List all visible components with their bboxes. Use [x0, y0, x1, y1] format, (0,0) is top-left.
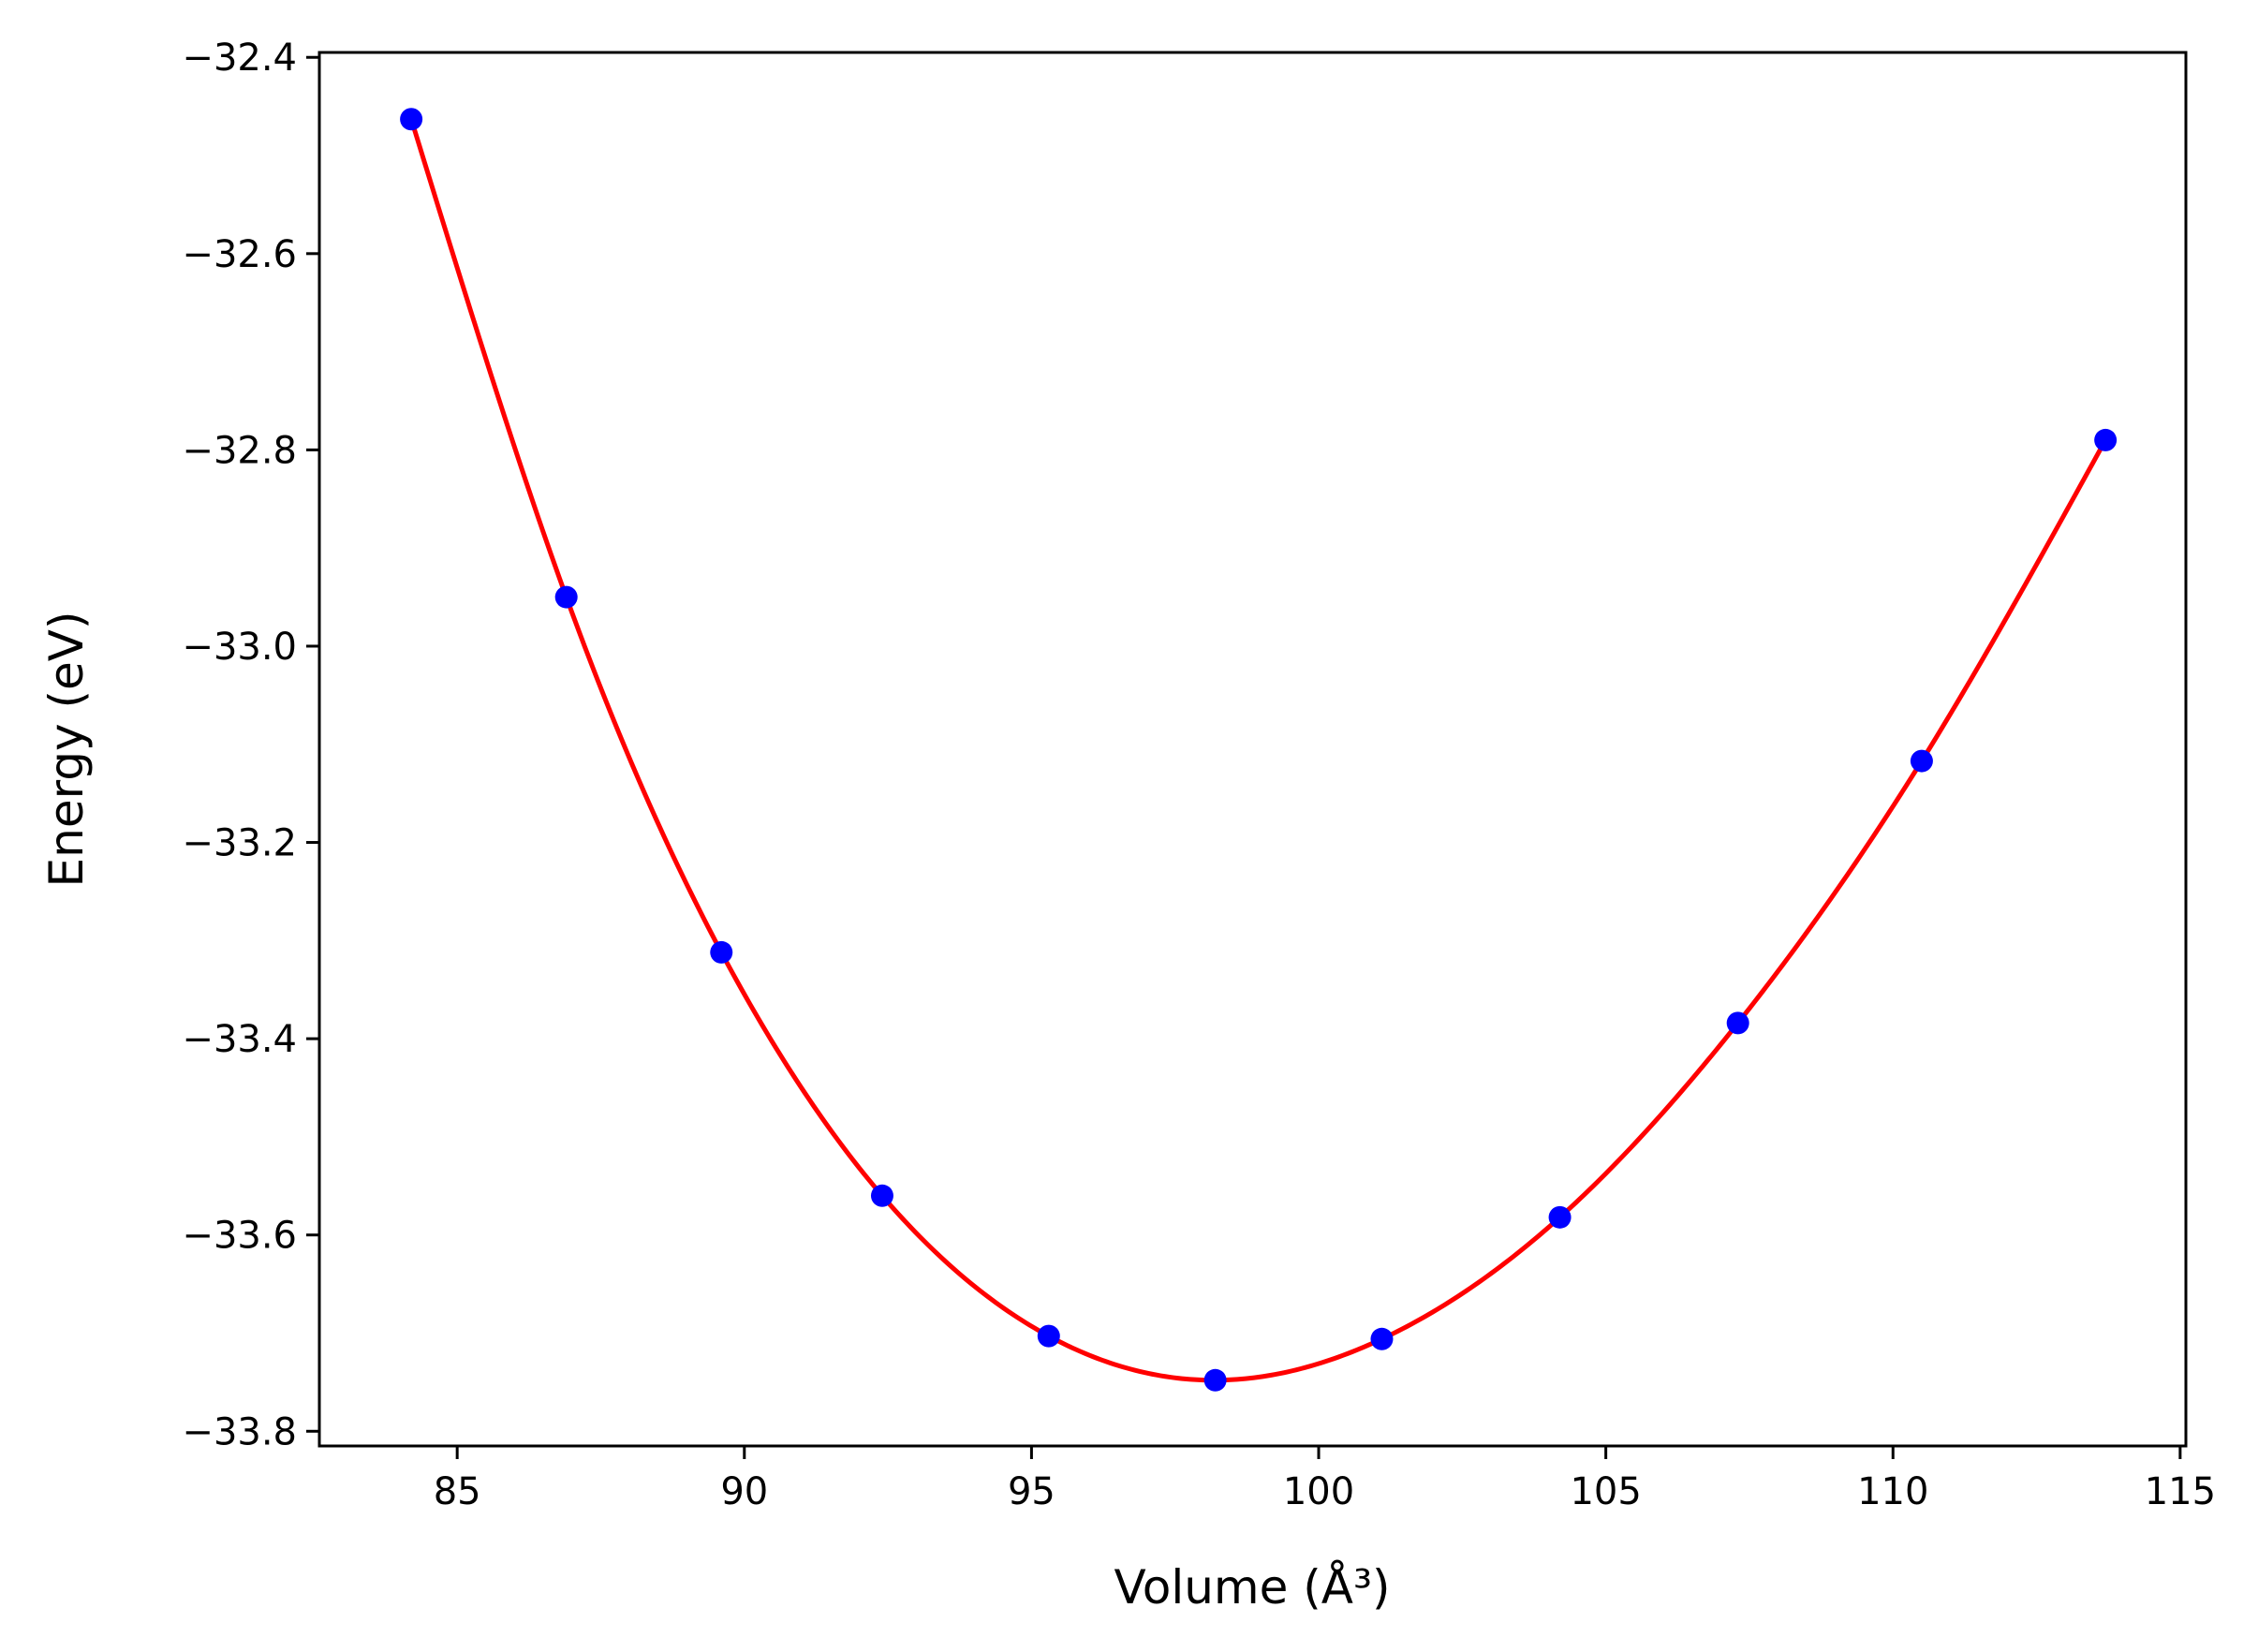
- fitted-curve-line: [408, 118, 2108, 1383]
- x-tick-label: 85: [434, 1470, 481, 1513]
- plot-area: [317, 51, 2188, 1448]
- fitted-curve-layer: [408, 118, 2108, 1383]
- y-axis-ticks: −32.4 −32.6 −32.8 −33.0 −33.2 −33.4 −33.6 −33.8: [182, 37, 319, 1453]
- x-axis-label: Volume (Å³): [1114, 1560, 1390, 1615]
- data-points-layer: [400, 108, 2118, 1392]
- y-tick-label: −32.6: [182, 233, 297, 276]
- data-point: [1037, 1324, 1060, 1348]
- data-point: [400, 108, 423, 131]
- x-tick-label: 110: [1857, 1470, 1928, 1513]
- y-tick-label: −32.8: [182, 429, 297, 472]
- y-tick-label: −33.0: [182, 626, 297, 669]
- y-tick-label: −33.4: [182, 1018, 297, 1061]
- x-tick-label: 100: [1283, 1470, 1354, 1513]
- data-point: [710, 940, 733, 964]
- y-tick-label: −33.2: [182, 822, 297, 865]
- data-point: [1370, 1327, 1394, 1350]
- x-axis-ticks: 85 90 95 100 105 110 115: [434, 1446, 2216, 1513]
- y-tick-label: −33.6: [182, 1215, 297, 1258]
- y-tick-label: −32.4: [182, 37, 297, 80]
- y-tick-label: −33.8: [182, 1410, 297, 1453]
- data-point: [2094, 428, 2118, 451]
- data-point: [1726, 1011, 1749, 1035]
- x-tick-label: 95: [1008, 1470, 1055, 1513]
- x-tick-label: 115: [2145, 1470, 2216, 1513]
- data-point: [1548, 1205, 1572, 1229]
- data-point: [870, 1184, 893, 1207]
- data-point: [554, 585, 578, 609]
- data-point: [1203, 1368, 1227, 1392]
- y-axis-label: Energy (eV): [39, 612, 94, 888]
- x-tick-label: 105: [1570, 1470, 1641, 1513]
- data-point: [1910, 749, 1933, 773]
- x-tick-label: 90: [720, 1470, 768, 1513]
